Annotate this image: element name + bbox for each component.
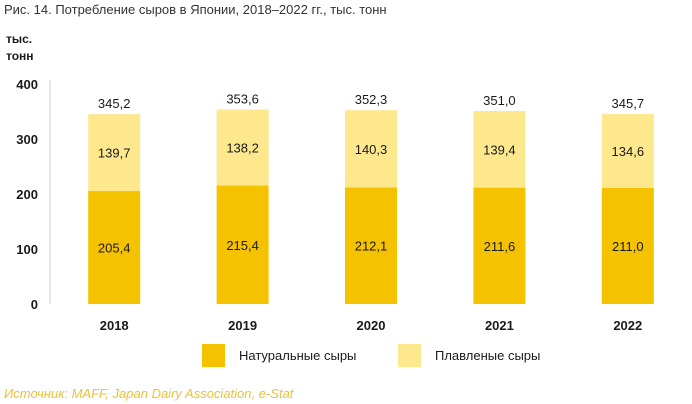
data-label-processed: 134,6	[612, 144, 645, 159]
legend-item-processed: Плавленые сыры	[398, 344, 540, 367]
x-tick-label: 2018	[100, 318, 129, 333]
bar-segment-processed	[88, 114, 141, 192]
legend-label-processed: Плавленые сыры	[435, 348, 541, 363]
data-label-natural: 205,4	[98, 241, 131, 256]
y-axis-unit-line-2: тонн	[6, 49, 34, 63]
x-tick-label: 2022	[613, 318, 642, 333]
y-axis-unit-line-1: тыс.	[6, 32, 33, 46]
y-tick-label: 300	[16, 132, 38, 147]
data-label-natural: 212,1	[355, 239, 388, 254]
y-tick-label: 400	[16, 77, 38, 92]
total-label: 345,7	[612, 96, 645, 111]
y-axis: 0 100 200 300 400	[16, 77, 51, 312]
bars: 205,4 139,7 345,2 215,4 138,2 353,6 212,1 140,3…	[88, 92, 654, 304]
x-tick-label: 2021	[485, 318, 514, 333]
chart-title: Рис. 14. Потребление сыров в Японии, 201…	[4, 2, 387, 17]
bar-segment-processed	[345, 110, 397, 188]
data-label-processed: 138,2	[226, 141, 259, 156]
data-label-processed: 140,3	[355, 142, 388, 157]
total-label: 345,2	[98, 96, 131, 111]
data-label-natural: 215,4	[226, 238, 259, 253]
bar-segment-natural	[473, 187, 526, 304]
y-tick-label: 0	[31, 297, 38, 312]
y-tick-label: 200	[16, 187, 38, 202]
bar-segment-processed	[473, 110, 526, 188]
data-label-processed: 139,4	[483, 142, 516, 157]
legend: Натуральные сыры Плавленые сыры	[0, 344, 692, 370]
total-label: 352,3	[355, 92, 388, 107]
x-axis: 2018 2019 2020 2021 2022	[100, 318, 643, 333]
legend-swatch-processed	[398, 344, 421, 367]
bar-segment-processed	[601, 113, 654, 188]
data-label-natural: 211,6	[484, 239, 516, 254]
legend-item-natural: Натуральные сыры	[202, 344, 356, 367]
bar-segment-natural	[88, 191, 141, 304]
stacked-bar-chart: 0 100 200 300 400 205,4 139,7 345,2 215,4 138,2 3…	[16, 77, 654, 333]
data-label-natural: 211,0	[612, 239, 644, 254]
x-tick-label: 2020	[357, 318, 386, 333]
legend-label-natural: Натуральные сыры	[239, 348, 357, 363]
total-label: 351,0	[483, 93, 516, 108]
x-tick-label: 2019	[228, 318, 257, 333]
data-label-processed: 139,7	[98, 146, 131, 161]
bar-segment-natural	[345, 187, 397, 304]
bar-segment-natural	[216, 185, 269, 304]
bar-segment-processed	[216, 109, 269, 186]
source-note: Источник: MAFF, Japan Dairy Association,…	[4, 386, 294, 401]
y-tick-label: 100	[16, 242, 38, 257]
total-label: 353,6	[226, 92, 259, 107]
legend-swatch-natural	[202, 344, 225, 367]
y-axis-unit-label: тыс. тонн	[6, 31, 34, 65]
bar-segment-natural	[601, 187, 654, 304]
